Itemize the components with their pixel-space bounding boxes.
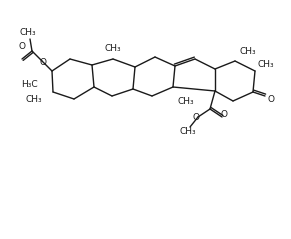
Text: CH₃: CH₃: [20, 27, 36, 37]
Text: H₃C: H₃C: [21, 80, 38, 88]
Text: CH₃: CH₃: [240, 47, 257, 55]
Text: CH₃: CH₃: [258, 60, 275, 69]
Text: O: O: [19, 42, 26, 50]
Text: O: O: [40, 58, 47, 66]
Text: CH₃: CH₃: [178, 97, 195, 105]
Text: CH₃: CH₃: [105, 43, 121, 53]
Text: CH₃: CH₃: [25, 94, 42, 103]
Text: CH₃: CH₃: [180, 126, 196, 136]
Text: O: O: [268, 94, 275, 103]
Text: O: O: [221, 109, 228, 119]
Text: O: O: [193, 113, 200, 121]
